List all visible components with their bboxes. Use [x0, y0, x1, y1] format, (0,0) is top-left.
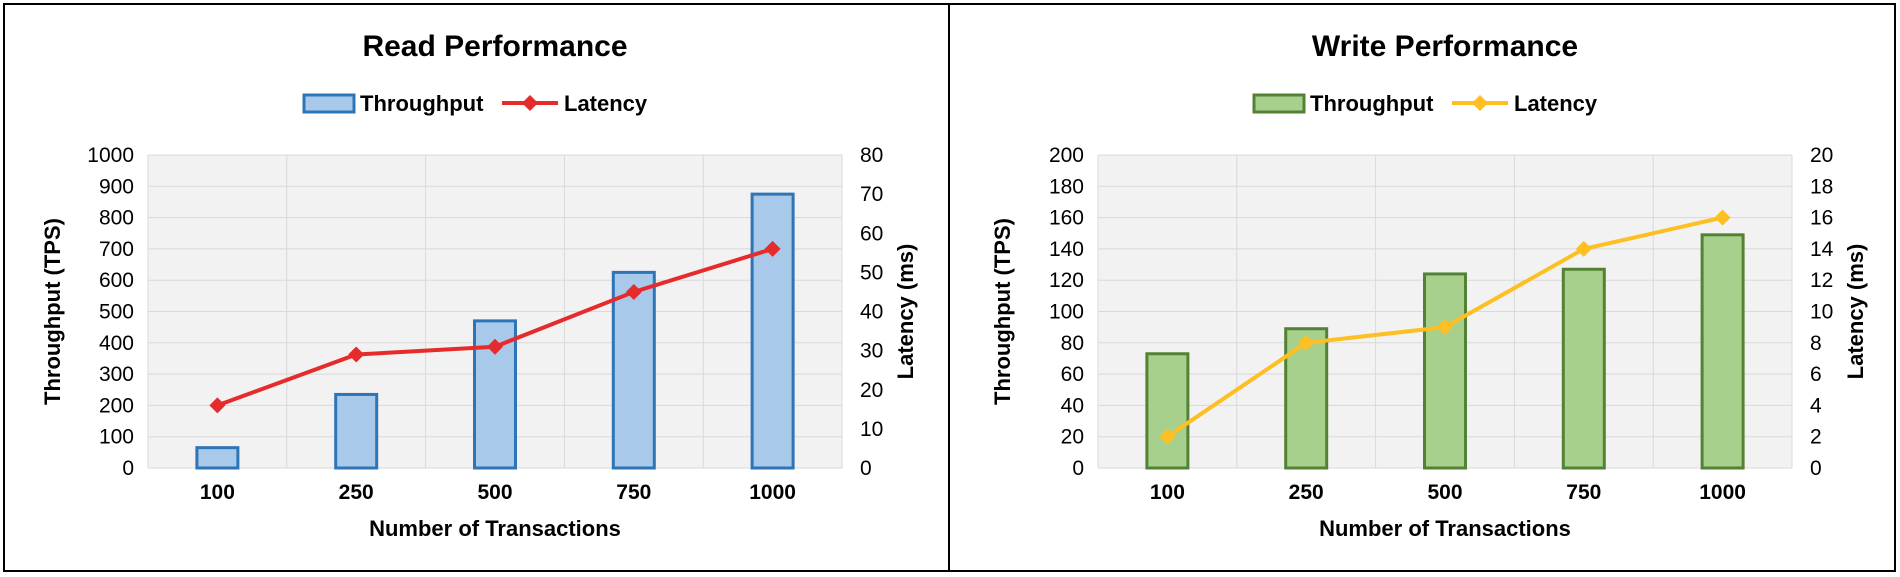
legend-label-throughput: Throughput [1310, 91, 1434, 116]
y-tick-label: 60 [1061, 363, 1084, 386]
latency-point-250 [1298, 334, 1315, 351]
y2-tick-label: 30 [860, 340, 883, 363]
bar-throughput-1000 [1700, 233, 1745, 470]
y-tick-label: 40 [1061, 394, 1084, 417]
latency-point-1000 [764, 240, 781, 257]
x-tick-label-500: 500 [477, 481, 512, 504]
latency-point-100 [1159, 428, 1176, 445]
y-tick-label: 200 [99, 394, 134, 417]
y-tick-label: 100 [99, 426, 134, 449]
bar-throughput-750 [611, 270, 656, 470]
y2-tick-label: 12 [1810, 269, 1833, 292]
y-tick-label: 20 [1061, 426, 1084, 449]
chart-title: Read Performance [362, 30, 627, 63]
y2-tick-label: 14 [1810, 238, 1834, 261]
y2-tick-label: 4 [1810, 394, 1822, 417]
y-tick-label: 400 [99, 332, 134, 355]
y-tick-label: 600 [99, 269, 134, 292]
y2-tick-label: 18 [1810, 175, 1833, 198]
latency-point-1000 [1714, 209, 1731, 226]
chart-title: Write Performance [1312, 30, 1578, 63]
y-axis-title: Throughput (TPS) [40, 218, 65, 405]
legend-label-latency: Latency [1514, 91, 1598, 116]
x-tick-label-1000: 1000 [749, 481, 796, 504]
x-tick-label-750: 750 [1566, 481, 1601, 504]
legend: Throughput Latency [1252, 91, 1598, 116]
legend-swatch-throughput [1252, 93, 1306, 114]
y2-tick-label: 70 [860, 183, 883, 206]
y-tick-label: 120 [1049, 269, 1084, 292]
latency-point-100 [209, 397, 226, 414]
y2-tick-label: 60 [860, 222, 883, 245]
y-tick-label: 700 [99, 238, 134, 261]
write-performance-panel: Write Performance Throughput Latency 0 20 40 6… [950, 0, 1899, 577]
bar-throughput-100 [195, 446, 240, 470]
bar-throughput-750 [1561, 267, 1606, 470]
y2-tick-label: 50 [860, 261, 883, 284]
throughput-bars [195, 192, 795, 470]
y-tick-label: 140 [1049, 238, 1084, 261]
y2-tick-label: 0 [1810, 457, 1822, 480]
y2-tick-label: 20 [860, 379, 883, 402]
y-tick-label: 500 [99, 301, 134, 324]
legend: Throughput Latency [302, 91, 648, 116]
x-tick-label-750: 750 [616, 481, 651, 504]
x-axis-title: Number of Transactions [1319, 516, 1571, 541]
legend-label-latency: Latency [564, 91, 648, 116]
bar-throughput-500 [1423, 272, 1467, 470]
y-tick-label: 100 [1049, 301, 1084, 324]
y-tick-label: 1000 [87, 144, 134, 167]
x-tick-label-100: 100 [1150, 481, 1185, 504]
y-tick-label: 160 [1049, 207, 1084, 230]
y-tick-label: 800 [99, 207, 134, 230]
legend-marker-latency [1472, 95, 1488, 111]
y2-tick-label: 80 [860, 144, 883, 167]
y2-tick-label: 10 [860, 418, 883, 441]
bar-throughput-100 [1145, 352, 1190, 470]
y-tick-label: 0 [1072, 457, 1084, 480]
y2-tick-label: 2 [1810, 426, 1822, 449]
legend-swatch-throughput [302, 93, 356, 114]
y2-tick-label: 10 [1810, 301, 1833, 324]
y2-axis-title: Latency (ms) [1843, 244, 1868, 380]
y2-tick-label: 6 [1810, 363, 1822, 386]
legend-label-throughput: Throughput [360, 91, 484, 116]
bar-throughput-1000 [750, 192, 795, 470]
bar-throughput-250 [334, 392, 379, 470]
y-tick-label: 180 [1049, 175, 1084, 198]
x-tick-label-250: 250 [1289, 481, 1324, 504]
x-tick-label-500: 500 [1427, 481, 1462, 504]
y-tick-label: 900 [99, 175, 134, 198]
y2-tick-label: 0 [860, 457, 872, 480]
x-tick-label-1000: 1000 [1699, 481, 1746, 504]
latency-point-250 [348, 346, 365, 363]
x-tick-label-250: 250 [339, 481, 374, 504]
y-axis-title: Throughput (TPS) [990, 218, 1015, 405]
y-tick-label: 200 [1049, 144, 1084, 167]
latency-point-500 [487, 338, 503, 355]
latency-point-500 [1437, 319, 1453, 336]
y2-tick-label: 8 [1810, 332, 1822, 355]
y2-tick-label: 16 [1810, 207, 1833, 230]
y-tick-label: 300 [99, 363, 134, 386]
panel-divider [948, 3, 950, 572]
throughput-bars [1145, 233, 1745, 470]
latency-point-750 [625, 283, 642, 300]
read-performance-panel: Read Performance Throughput Latency 0 100 200… [0, 0, 949, 577]
y2-tick-label: 40 [860, 301, 883, 324]
x-tick-label-100: 100 [200, 481, 235, 504]
legend-marker-latency [522, 95, 538, 111]
y2-tick-label: 20 [1810, 144, 1833, 167]
y2-axis-title: Latency (ms) [893, 244, 918, 380]
y-tick-label: 0 [122, 457, 134, 480]
y-tick-label: 80 [1061, 332, 1084, 355]
latency-point-750 [1575, 240, 1592, 257]
x-axis-title: Number of Transactions [369, 516, 621, 541]
